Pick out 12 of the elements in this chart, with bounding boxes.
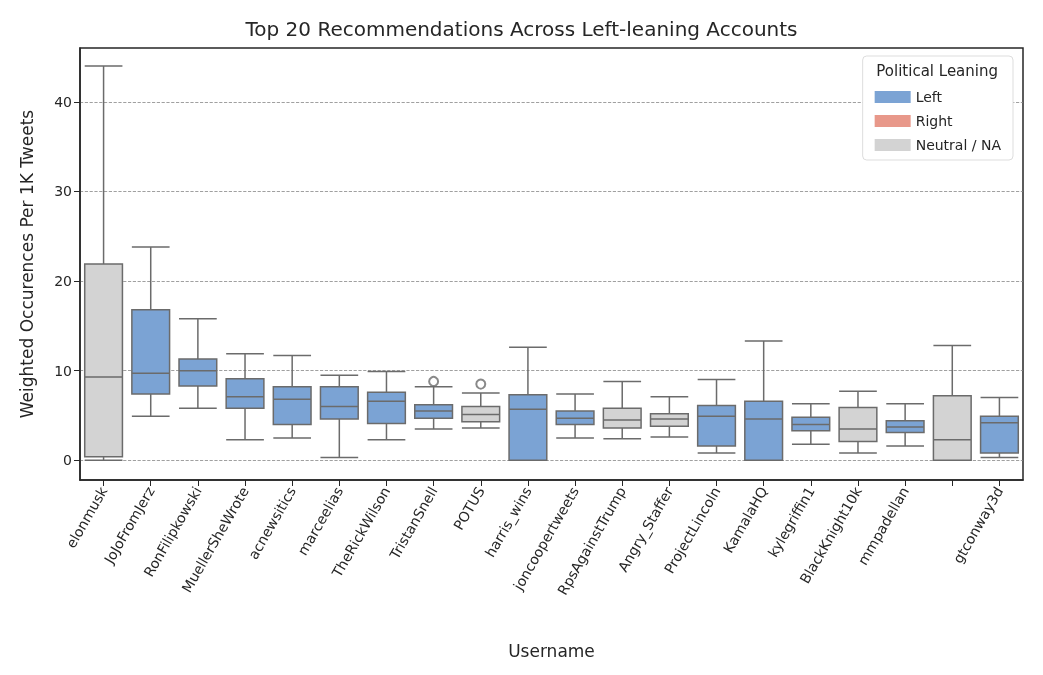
legend-title: Political Leaning	[876, 61, 999, 80]
y-tick-label: 20	[54, 273, 72, 290]
y-tick-label: 0	[63, 452, 72, 469]
legend-label: Neutral / NA	[915, 137, 1002, 153]
legend-label: Right	[915, 113, 954, 129]
legend-label: Left	[915, 89, 943, 105]
y-tick-label: 30	[54, 183, 72, 200]
y-axis-title: Weighted Occurences Per 1K Tweets	[16, 109, 37, 419]
y-tick-label: 40	[54, 93, 72, 110]
x-axis-title: Username	[508, 640, 595, 661]
y-tick-label: 10	[54, 362, 72, 379]
chart-title: Top 20 Recommendations Across Left-leaning Accounts	[244, 17, 798, 41]
